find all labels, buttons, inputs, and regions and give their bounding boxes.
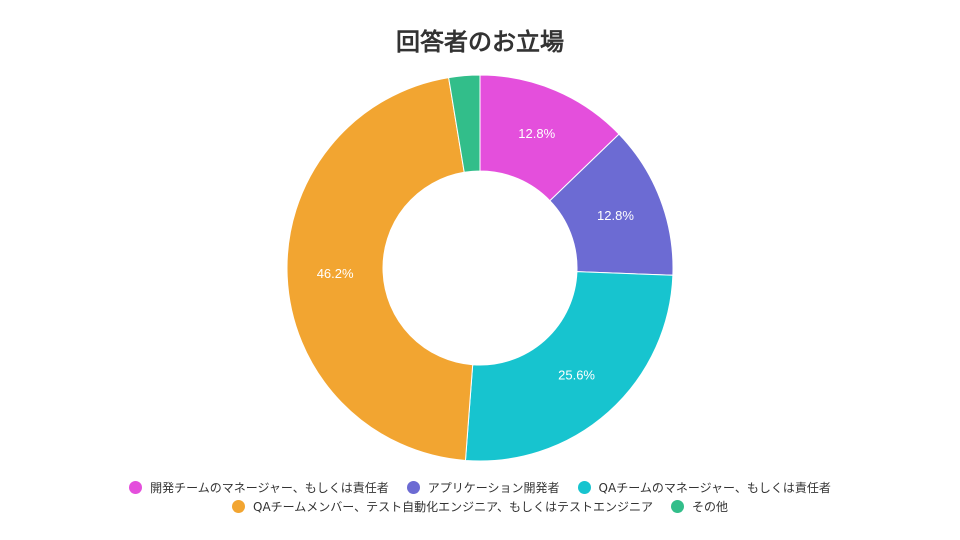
legend-label: 開発チームのマネージャー、もしくは責任者 xyxy=(150,481,389,495)
legend-item[interactable]: アプリケーション開発者 xyxy=(406,479,560,496)
slice-value-label-2: 25.6% xyxy=(558,368,595,383)
legend-label: QAチームメンバー、テスト自動化エンジニア、もしくはテストエンジニア xyxy=(253,500,653,514)
legend-label: アプリケーション開発者 xyxy=(427,481,560,495)
slice-4[interactable] xyxy=(448,74,481,173)
legend-item[interactable]: QAチームのマネージャー、もしくは責任者 xyxy=(577,479,831,496)
legend-item[interactable]: QAチームメンバー、テスト自動化エンジニア、もしくはテストエンジニア xyxy=(232,498,653,515)
slice-3[interactable] xyxy=(286,76,474,461)
legend-label: QAチームのマネージャー、もしくは責任者 xyxy=(598,481,831,495)
legend-swatch xyxy=(577,481,591,494)
slice-value-label-3: 46.2% xyxy=(317,266,354,281)
legend-swatch xyxy=(406,481,420,494)
slice-value-label-1: 12.8% xyxy=(597,208,634,223)
legend-row-2: QAチームメンバー、テスト自動化エンジニア、もしくはテストエンジニア その他 xyxy=(0,498,960,515)
legend-swatch xyxy=(670,500,684,513)
legend-item[interactable]: 開発チームのマネージャー、もしくは責任者 xyxy=(129,479,389,496)
legend-swatch xyxy=(232,500,245,513)
legend-swatch xyxy=(129,481,143,494)
legend-item[interactable]: その他 xyxy=(670,498,728,515)
slice-value-label-0: 12.8% xyxy=(518,126,555,141)
slice-2[interactable] xyxy=(464,271,674,462)
chart-title: 回答者のお立場 xyxy=(396,28,564,56)
legend-row-1: 開発チームのマネージャー、もしくは責任者 アプリケーション開発者 QAチームのマ… xyxy=(0,479,960,496)
legend-label: その他 xyxy=(691,500,728,514)
